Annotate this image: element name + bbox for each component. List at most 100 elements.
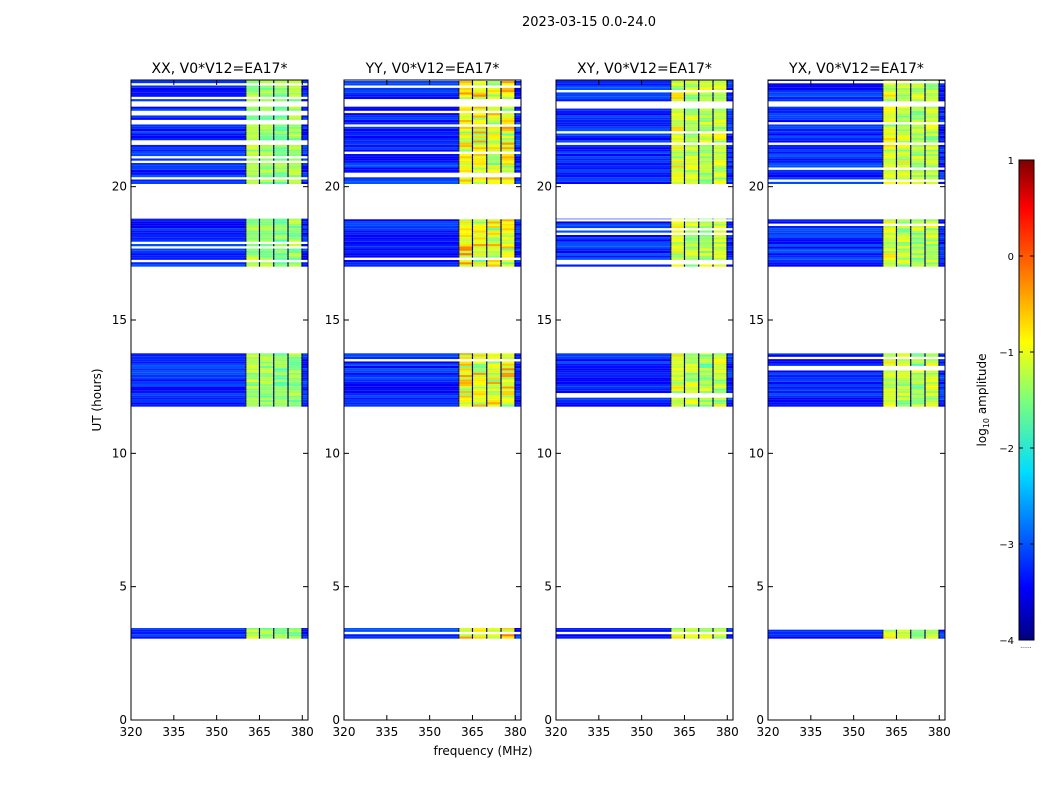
heatmap-cell: [344, 94, 459, 97]
heatmap-cell: [925, 162, 939, 166]
channel-gap: [471, 365, 474, 369]
heatmap-cell: [245, 228, 259, 231]
channel-gap: [458, 377, 460, 380]
channel-gap: [670, 135, 672, 138]
channel-gap: [258, 149, 261, 152]
heatmap-cell: [556, 179, 671, 182]
channel-gap: [301, 386, 303, 389]
heatmap-cell: [245, 239, 259, 242]
heatmap-cell: [882, 165, 896, 168]
heatmap-cell: [274, 219, 288, 222]
heatmap-cell: [245, 165, 259, 168]
panel-frame: [343, 79, 522, 721]
channel-gap: [712, 167, 714, 170]
channel-gap: [258, 370, 261, 373]
heatmap-cell: [911, 377, 925, 380]
heatmap-cell: [288, 115, 302, 118]
channel-gap: [924, 99, 926, 102]
heatmap-cell: [768, 85, 883, 88]
channel-gap: [258, 94, 261, 97]
heatmap-cell: [768, 239, 883, 242]
channel-gap: [712, 402, 714, 405]
heatmap-cell: [713, 402, 727, 405]
channel-gap: [895, 239, 898, 242]
heatmap-cell: [260, 379, 274, 382]
channel-gap: [245, 365, 247, 369]
heatmap-cell: [911, 253, 925, 256]
heatmap-cell: [473, 223, 487, 226]
channel-gap: [712, 87, 714, 90]
heatmap-cell: [473, 390, 487, 394]
heatmap-cell: [487, 253, 501, 256]
channel-gap: [458, 241, 460, 244]
heatmap-cell: [699, 230, 713, 233]
heatmap-cell: [458, 404, 472, 407]
channel-gap: [258, 354, 261, 357]
heatmap-cell: [344, 142, 459, 145]
channel-gap: [683, 113, 686, 116]
heatmap-cell: [699, 218, 713, 220]
channel-gap: [273, 354, 275, 357]
heatmap-cell: [473, 80, 487, 84]
channel-gap: [882, 239, 884, 242]
heatmap-cell: [556, 353, 671, 355]
channel-gap: [910, 631, 912, 635]
channel-gap: [924, 140, 926, 143]
heatmap-cell: [768, 228, 883, 231]
channel-gap: [938, 232, 940, 235]
channel-gap: [698, 253, 700, 256]
heatmap-cell: [556, 124, 671, 127]
heatmap-cell: [699, 246, 713, 249]
channel-gap: [245, 174, 247, 178]
heatmap-cell: [260, 359, 274, 362]
heatmap-cell: [556, 239, 671, 242]
heatmap-cell: [925, 99, 939, 102]
heatmap-cell: [131, 629, 246, 632]
heatmap-cell: [925, 384, 939, 387]
channel-gap: [910, 370, 912, 373]
heatmap-cell: [473, 250, 487, 254]
heatmap-cell: [911, 172, 925, 173]
heatmap-cell: [882, 634, 896, 637]
channel-gap: [670, 115, 672, 118]
heatmap-cell: [473, 135, 487, 138]
heatmap-cell: [556, 363, 671, 366]
channel-gap: [670, 404, 672, 407]
heatmap-cell: [131, 149, 246, 152]
heatmap-cell: [487, 113, 501, 116]
channel-gap: [882, 234, 884, 238]
channel-gap: [712, 363, 714, 366]
heatmap-cell: [925, 244, 939, 247]
heatmap-cell: [556, 372, 671, 375]
heatmap-cell: [685, 634, 699, 637]
heatmap-cell: [939, 131, 945, 134]
channel-gap: [683, 386, 686, 389]
heatmap-cell: [925, 92, 939, 95]
heatmap-cell: [699, 353, 713, 355]
heatmap-cell: [274, 162, 288, 166]
heatmap-cell: [515, 253, 521, 256]
channel-gap: [245, 172, 247, 175]
heatmap-cell: [487, 246, 501, 249]
heatmap-cell: [911, 138, 925, 141]
heatmap-cell: [939, 119, 945, 123]
heatmap-cell: [670, 149, 684, 152]
channel-gap: [273, 92, 275, 95]
heatmap-cell: [473, 370, 487, 373]
channel-gap: [514, 384, 516, 387]
heatmap-cell: [131, 374, 246, 378]
channel-gap: [245, 631, 247, 635]
channel-gap: [471, 370, 474, 373]
channel-gap: [287, 87, 289, 90]
heatmap-cell: [556, 379, 671, 382]
heatmap-cell: [925, 259, 939, 263]
channel-gap: [924, 402, 926, 405]
channel-gap: [258, 248, 261, 251]
heatmap-cell: [131, 232, 246, 235]
heatmap-cell: [302, 399, 308, 403]
channel-gap: [910, 219, 912, 222]
heatmap-cell: [882, 239, 896, 242]
heatmap-cell: [685, 147, 699, 150]
channel-gap: [712, 160, 714, 163]
heatmap-cell: [515, 156, 521, 159]
